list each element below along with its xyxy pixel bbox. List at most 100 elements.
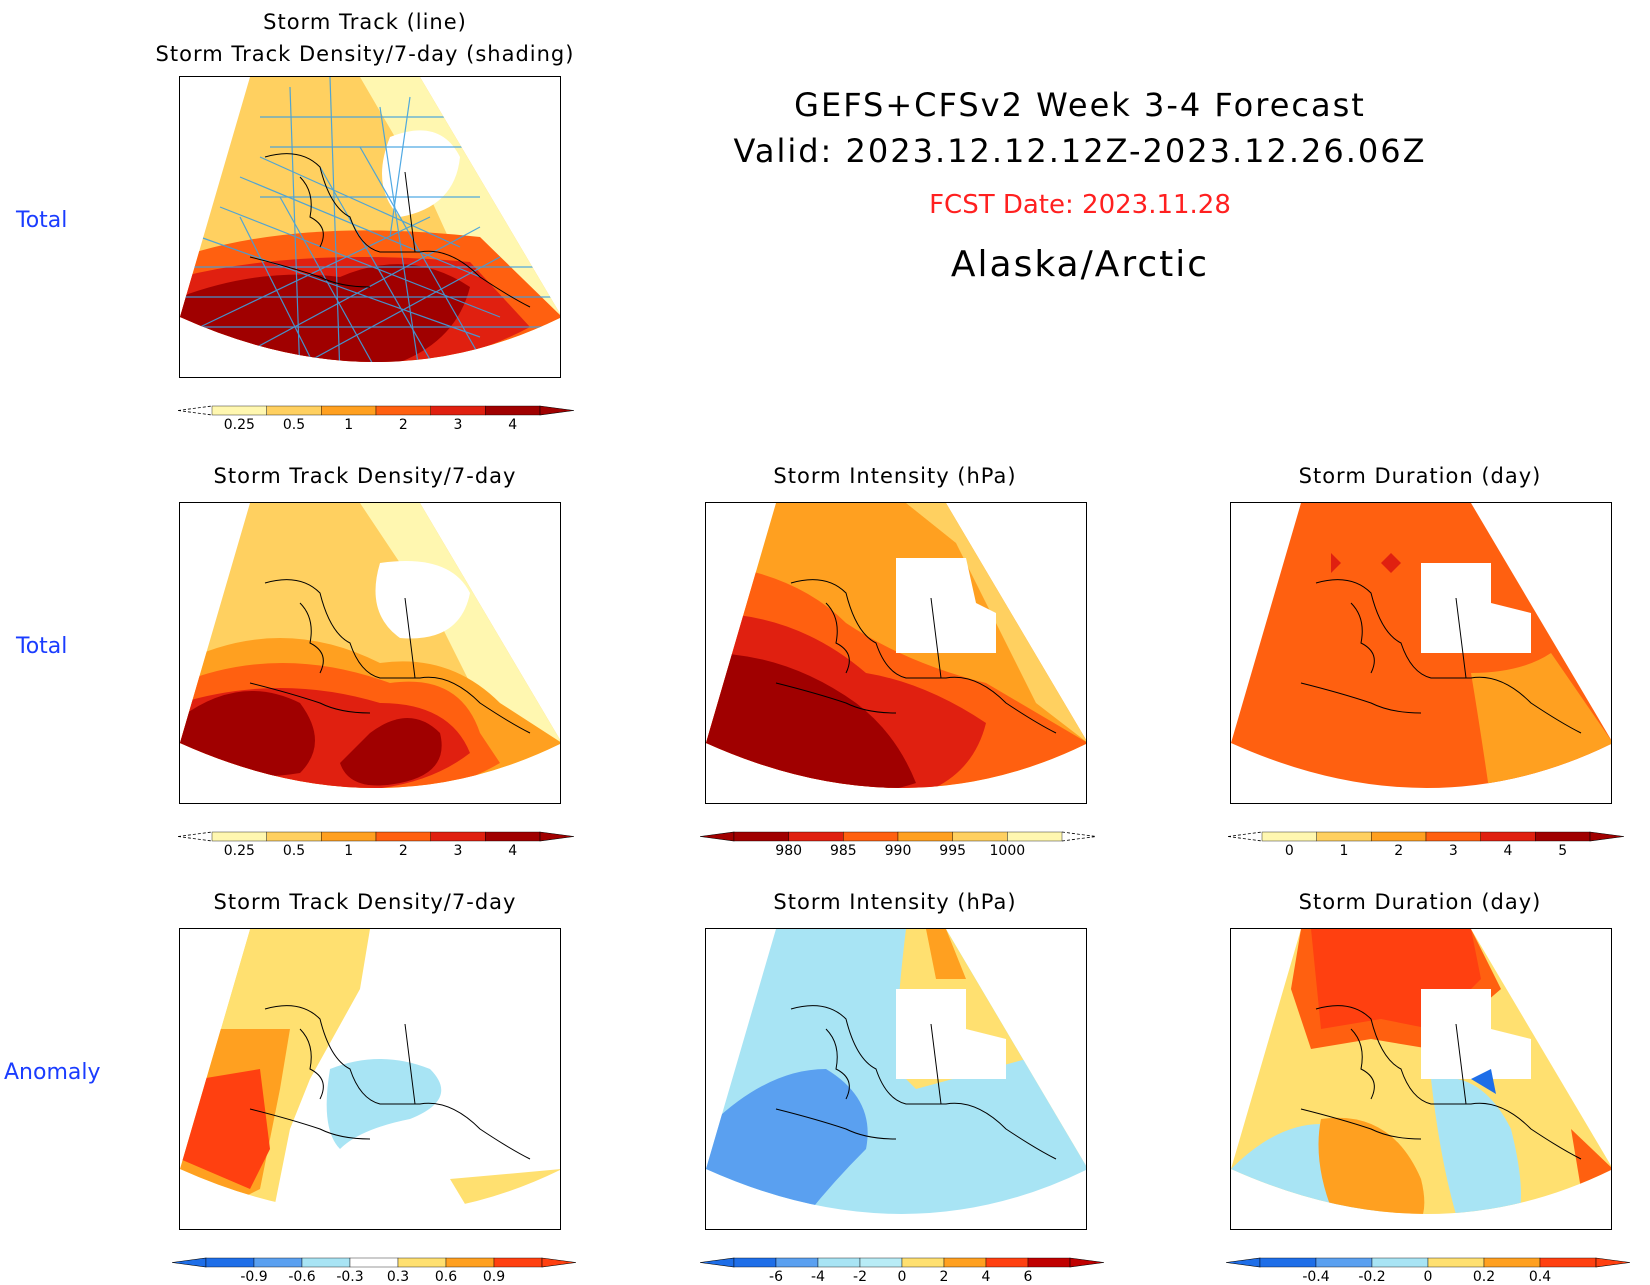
colorbar-segment [843,831,899,842]
colorbar-density-total-2: 0.25 0.5 1 2 3 4 [178,830,574,874]
colorbar-svg [700,831,1096,842]
colorbar-segment [1480,831,1536,842]
colorbar-segment [788,831,844,842]
colorbar-tick-label: 985 [829,843,857,859]
colorbar-left-arrow [1228,831,1263,842]
colorbar-tick-label: 5 [1558,843,1568,859]
colorbar-segment [375,405,431,416]
colorbar-tick-label: 0.5 [282,843,306,859]
colorbar-segment [301,1257,351,1268]
colorbar-segment [205,1257,255,1268]
colorbar-intensity-anomaly: -6 -4 -2 0 2 4 6 [700,1256,1104,1285]
colorbar-svg [178,405,574,416]
colorbar-tick-label: 0.2 [1472,1269,1496,1285]
map-duration-total [1230,502,1612,804]
panel5-title: Storm Track Density/7-day [213,890,517,914]
map-density-total [179,502,561,804]
colorbar-duration-anomaly: -0.4 -0.2 0 0.2 0.4 [1226,1256,1630,1285]
colorbar-tick-label: 995 [939,843,967,859]
colorbar-right-arrow [1589,831,1624,842]
colorbar-tick-label: -0.3 [336,1269,364,1285]
colorbar-tick-label: 0.25 [223,843,255,859]
colorbar-tick-label: 1 [1339,843,1349,859]
colorbar-tick-label: 2 [939,1269,949,1285]
colorbar-segment [1535,831,1591,842]
colorbar-right-arrow [539,405,574,416]
colorbar-tick-label: 0 [897,1269,907,1285]
colorbar-segment [266,831,322,842]
colorbar-segment [1315,1257,1373,1268]
colorbar-segment [430,831,486,842]
colorbar-right-arrow [1595,1257,1630,1268]
colorbar-segment [897,831,953,842]
colorbar-segment [445,1257,495,1268]
row-label-anomaly: Anomaly [4,1060,101,1085]
colorbar-segment [1316,831,1372,842]
colorbar-svg [700,1257,1104,1268]
colorbar-tick-label: 980 [775,843,803,859]
colorbar-tick-label: 0.3 [386,1269,410,1285]
colorbar-segment [901,1257,945,1268]
colorbar-segment [733,1257,777,1268]
colorbar-segment [349,1257,399,1268]
colorbar-tick-label: 2 [398,417,408,433]
colorbar-segment [952,831,1008,842]
colorbar-segment [775,1257,819,1268]
colorbar-duration-total: 0 1 2 3 4 5 [1228,830,1624,874]
colorbar-svg [1226,1257,1630,1268]
colorbar-intensity-total: 980 985 990 995 1000 [700,830,1096,874]
colorbar-segment [1371,831,1427,842]
colorbar-svg [178,831,574,842]
colorbar-segment [943,1257,987,1268]
colorbar-segment [1007,831,1063,842]
colorbar-segment [1427,1257,1485,1268]
colorbar-tick-label: 1 [344,417,354,433]
colorbar-svg [1228,831,1624,842]
colorbar-tick-label: 4 [508,417,518,433]
map-duration-anomaly [1230,928,1612,1230]
colorbar-segment [859,1257,903,1268]
colorbar-tick-label: -0.4 [1302,1269,1330,1285]
colorbar-left-arrow [172,1257,207,1268]
colorbar-tick-label: 0.4 [1528,1269,1552,1285]
colorbar-tick-label: 4 [1503,843,1513,859]
colorbar-tick-label: -0.6 [288,1269,316,1285]
colorbar-svg [172,1257,576,1268]
colorbar-segment [266,405,322,416]
colorbar-segment [1259,1257,1317,1268]
colorbar-segment [1483,1257,1541,1268]
map-storm-track-lines [179,76,561,378]
colorbar-tick-label: 3 [1448,843,1458,859]
panel2-title: Storm Track Density/7-day [213,464,517,488]
colorbar-tick-label: 0 [1423,1269,1433,1285]
colorbar-right-arrow [1061,831,1096,842]
colorbar-segment [493,1257,543,1268]
colorbar-segment [211,831,267,842]
colorbar-segment [321,405,377,416]
colorbar-segment [1371,1257,1429,1268]
colorbar-segment [253,1257,303,1268]
row-label-total-2: Total [16,634,68,659]
colorbar-tick-label: -0.9 [240,1269,268,1285]
colorbar-density-total-1: 0.25 0.5 1 2 3 4 [178,404,574,448]
colorbar-left-arrow [700,831,735,842]
map-density-anomaly [179,928,561,1230]
colorbar-segment [485,405,541,416]
colorbar-left-arrow [1226,1257,1261,1268]
colorbar-segment [375,831,431,842]
colorbar-tick-label: 0 [1284,843,1294,859]
colorbar-segment [1261,831,1317,842]
colorbar-tick-label: 1 [344,843,354,859]
colorbar-tick-label: 1000 [989,843,1026,859]
colorbar-tick-label: 2 [398,843,408,859]
colorbar-segment [733,831,789,842]
colorbar-left-arrow [178,831,213,842]
map-intensity-total [705,502,1087,804]
colorbar-segment [1027,1257,1071,1268]
colorbar-tick-label: -2 [853,1269,867,1285]
fcst-date: FCST Date: 2023.11.28 [929,190,1231,220]
valid-range: Valid: 2023.12.12.12Z-2023.12.26.06Z [733,132,1427,170]
colorbar-tick-label: 990 [884,843,912,859]
colorbar-tick-label: 2 [1394,843,1404,859]
colorbar-segment [321,831,377,842]
